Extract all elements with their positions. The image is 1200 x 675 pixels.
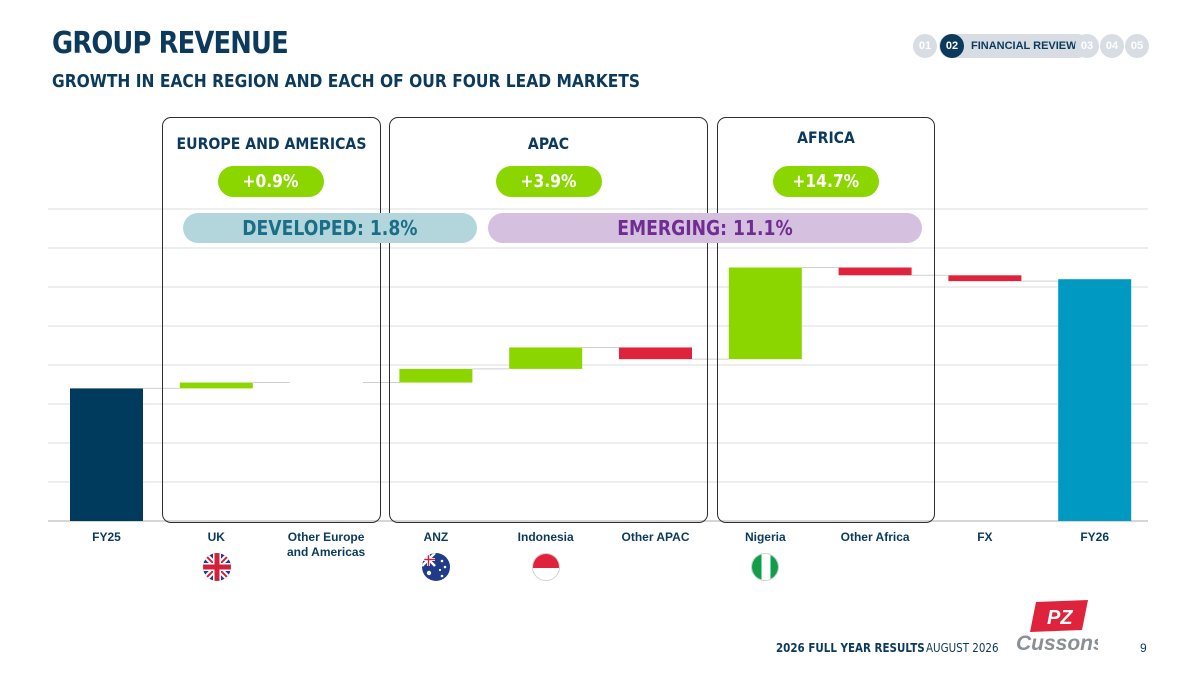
page-title: GROUP REVENUE <box>52 26 289 61</box>
category-label-other-africa: Other Africa <box>840 530 910 544</box>
nav-item-03[interactable]: 03 <box>1075 34 1099 58</box>
region-title-africa: AFRICA <box>797 128 855 147</box>
bar-nigeria <box>728 267 802 360</box>
section-nav: 01 02 FINANCIAL REVIEW 03 04 05 <box>913 34 1149 58</box>
category-label-indonesia: Indonesia <box>517 530 574 544</box>
region-box-africa <box>717 117 935 523</box>
category-label-fy26: FY26 <box>1080 530 1110 544</box>
category-label-other-apac: Other APAC <box>621 530 690 544</box>
region-growth-africa: +14.7% <box>773 166 879 197</box>
region-title-europe-americas: EUROPE AND AMERICAS <box>176 134 367 153</box>
page-number: 9 <box>1140 641 1147 655</box>
bar-fx <box>948 275 1022 282</box>
region-growth-europe-americas: +0.9% <box>218 166 324 197</box>
pz-cussons-logo: PZ Cussons <box>1014 600 1105 658</box>
category-label-fx: FX <box>977 530 993 544</box>
footer-event: 2026 FULL YEAR RESULTS <box>776 641 925 655</box>
bar-fy26 <box>1058 279 1132 521</box>
page-subtitle: GROWTH IN EACH REGION AND EACH OF OUR FO… <box>52 71 641 92</box>
bar-fy25 <box>70 388 143 521</box>
footer-date: AUGUST 2026 <box>926 641 999 655</box>
australia-flag-icon <box>422 553 450 581</box>
nav-active-pill <box>939 34 1089 58</box>
region-box-apac <box>389 117 708 523</box>
nav-active-label[interactable]: FINANCIAL REVIEW <box>971 40 1077 52</box>
nav-item-02[interactable]: 02 <box>940 34 964 58</box>
indonesia-flag-icon <box>532 553 560 581</box>
nigeria-flag-icon <box>751 553 779 581</box>
region-title-apac: APAC <box>527 134 570 153</box>
svg-text:PZ: PZ <box>1047 607 1073 629</box>
category-label-uk: UK <box>207 530 225 544</box>
uk-flag-icon <box>203 553 231 581</box>
category-label-other-europe-and-americas: Other Europe and Americas <box>286 530 366 559</box>
bar-uk <box>179 382 253 389</box>
category-label-anz: ANZ <box>423 530 449 544</box>
category-label-fy25: FY25 <box>92 530 121 544</box>
bar-other-africa <box>838 267 912 276</box>
bar-other-apac <box>619 347 692 360</box>
developed-markets-pill: DEVELOPED: 1.8% <box>183 213 477 243</box>
nav-item-04[interactable]: 04 <box>1100 34 1124 58</box>
region-growth-apac: +3.9% <box>496 166 602 197</box>
category-label-nigeria: Nigeria <box>744 530 786 544</box>
svg-text:Cussons: Cussons <box>1016 632 1098 655</box>
nav-item-05[interactable]: 05 <box>1125 34 1149 58</box>
bar-anz <box>399 368 473 383</box>
emerging-markets-pill: EMERGING: 11.1% <box>488 213 922 243</box>
region-box-europe-americas <box>162 117 381 523</box>
bar-indonesia <box>509 347 583 369</box>
nav-item-01[interactable]: 01 <box>913 34 937 58</box>
